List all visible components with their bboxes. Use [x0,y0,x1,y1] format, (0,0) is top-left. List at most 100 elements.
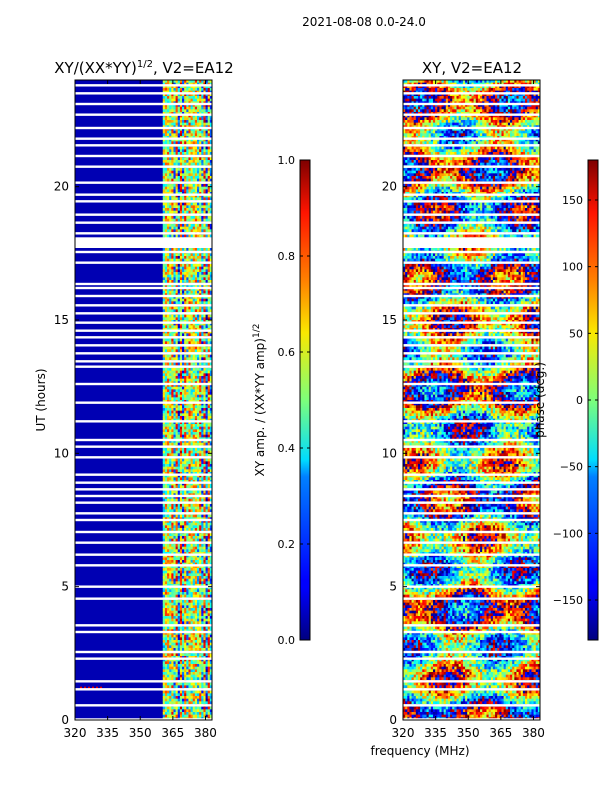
amp-cell [164,610,168,614]
amp-cell [169,309,172,313]
amp-cell [167,266,170,270]
amp-cell [203,397,206,401]
amp-cell [192,642,196,646]
amp-cell [179,274,183,278]
amp-cell [169,610,172,614]
amp-cell [162,640,166,644]
amp-cell [192,408,196,412]
amp-cell [171,394,174,398]
amp-cell [177,402,181,406]
amp-cell [162,634,166,638]
amp-cell [173,648,177,652]
amp-cell [177,120,181,124]
amp-cell [167,386,170,390]
amp-cell [182,109,185,113]
amp-cell [203,224,206,228]
amp-cell [197,520,200,524]
amp-cell [194,354,198,358]
amp-cell [190,88,194,92]
amp-cell [188,712,191,716]
amp-cell [179,426,183,430]
amp-cell [184,632,187,636]
amp-cell [197,274,200,278]
amp-cell [162,184,166,188]
amp-cell [175,122,179,126]
amp-cell [194,205,198,209]
amp-cell [197,301,200,305]
amp-cell [188,266,191,270]
amp-cell [169,186,172,190]
amp-cell [186,392,189,396]
amp-cell [203,309,206,313]
amp-cell [190,333,194,337]
amp-cell [162,405,166,409]
amp-cell [190,557,194,561]
amp-cell [199,368,202,372]
amp-cell [190,410,194,414]
amp-cell [167,461,170,465]
amp-cell [201,205,204,209]
amp-cell [177,104,181,108]
amp-cell [169,637,172,641]
amp-cell [177,256,181,260]
amp-cell [188,634,191,638]
amp-cell [184,354,187,358]
amp-cell [203,520,206,524]
amp-cell [164,109,168,113]
amp-cell [190,322,194,326]
amp-cell [175,482,179,486]
amp-cell [184,573,187,577]
amp-cell [203,133,206,137]
amp-cell [164,301,168,305]
amp-cell [184,322,187,326]
amp-cell [175,128,179,132]
amp-cell [186,133,189,137]
amp-cell [201,554,204,558]
amp-cell [192,88,196,92]
amp-cell [197,80,200,84]
amp-cell [203,405,206,409]
amp-cell [199,658,202,662]
amp-cell [201,170,204,174]
amp-cell [199,522,202,526]
amp-cell [175,528,179,532]
amp-cell [192,405,196,409]
amp-cell [179,576,183,580]
amp-cell [164,93,168,97]
amp-cell [194,370,198,374]
amp-cell [201,549,204,553]
amp-cell [179,549,183,553]
amp-cell [201,685,204,689]
amp-cell [164,229,168,233]
amp-cell [186,208,189,212]
amp-cell [164,658,168,662]
amp-cell [182,384,185,388]
amp-cell [164,626,168,630]
amp-cell [192,616,196,620]
amp-cell [179,605,183,609]
amp-cell [179,533,183,537]
amp-cell [169,333,172,337]
amp-cell [190,602,194,606]
amp-cell [162,544,166,548]
amp-cell [171,536,174,540]
amp-cell [192,248,196,252]
amp-cell [194,496,198,500]
amp-cell [162,714,166,718]
amp-cell [201,394,204,398]
amp-cell [177,613,181,617]
amp-cell [175,440,179,444]
amp-cell [194,594,198,598]
amp-cell [177,520,181,524]
amp-cell [179,394,183,398]
amp-cell [179,429,183,433]
amp-cell [164,314,168,318]
amp-cell [199,474,202,478]
amp-cell [186,346,189,350]
amp-cell [182,528,185,532]
amp-cell [203,176,206,180]
amp-cell [190,170,194,174]
amp-cell [171,368,174,372]
amp-cell [179,482,183,486]
amp-cell [182,682,185,686]
